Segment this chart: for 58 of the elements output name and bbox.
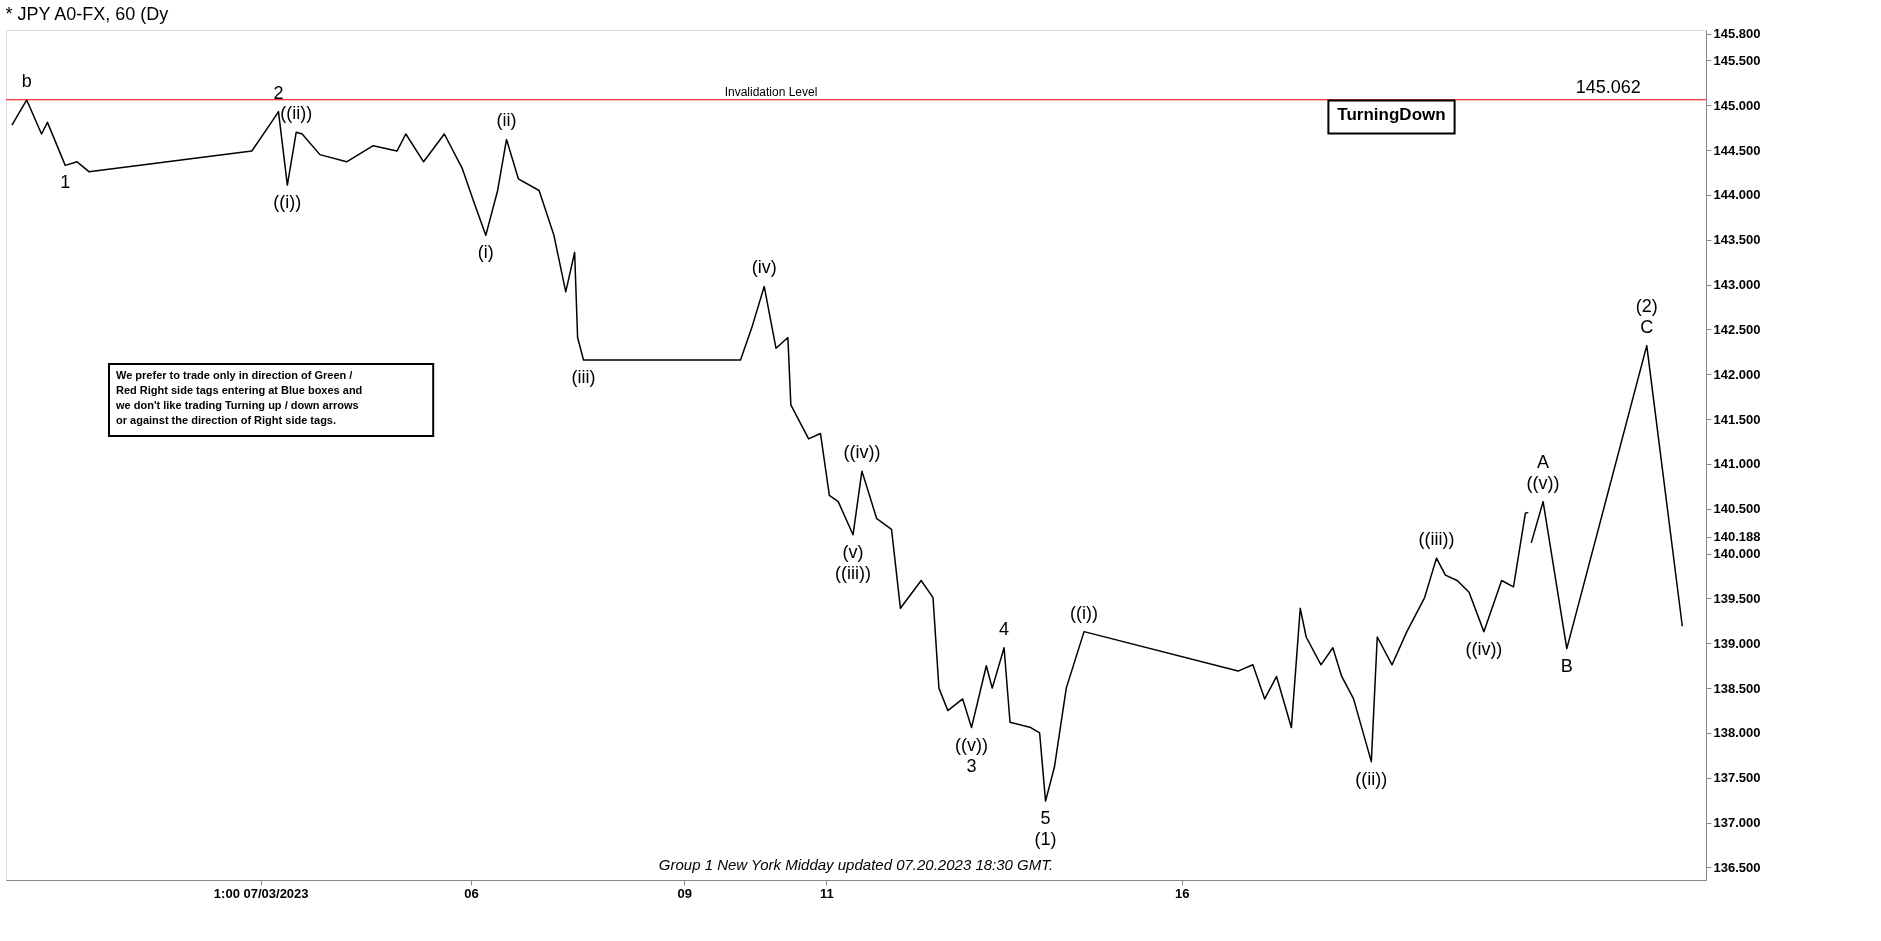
y-tick-label: 140.000 bbox=[1713, 546, 1761, 562]
y-tick-label: 143.000 bbox=[1713, 277, 1761, 293]
y-tick-label: 137.000 bbox=[1713, 815, 1761, 831]
chart-title: * JPY A0-FX, 60 (Dy bbox=[5, 3, 169, 24]
y-tick-label: 145.000 bbox=[1713, 97, 1761, 113]
annotation: ((iv)) bbox=[843, 442, 881, 463]
y-tick-label: 138.500 bbox=[1713, 680, 1761, 696]
annotation: (v) bbox=[842, 541, 864, 562]
y-tick-label: 145.800 bbox=[1713, 26, 1761, 42]
annotation: ((i)) bbox=[1070, 602, 1099, 623]
y-tick-label: 145.500 bbox=[1713, 52, 1761, 68]
annotation: 3 bbox=[966, 755, 977, 776]
y-tick-label: 142.000 bbox=[1713, 366, 1761, 382]
x-tick-label: 06 bbox=[464, 885, 479, 901]
y-tick-label: 139.500 bbox=[1713, 590, 1761, 606]
annotation: b bbox=[21, 70, 32, 91]
y-tick-label: 138.000 bbox=[1713, 725, 1761, 741]
annotation: ((ii)) bbox=[280, 103, 313, 124]
annotation: (i) bbox=[477, 242, 494, 263]
annotation: (1) bbox=[1034, 829, 1057, 850]
y-tick-label: 140.188 bbox=[1713, 529, 1761, 545]
y-tick-label: 139.000 bbox=[1713, 635, 1761, 651]
annotation: (2) bbox=[1635, 295, 1658, 316]
y-tick-label: 141.000 bbox=[1713, 456, 1761, 472]
annotation: 145.062 bbox=[1575, 76, 1641, 97]
annotation: ((i)) bbox=[273, 192, 302, 213]
annotation: B bbox=[1560, 655, 1573, 676]
annotation: ((iv)) bbox=[1465, 638, 1503, 659]
y-tick-label: 141.500 bbox=[1713, 411, 1761, 427]
y-tick-label: 136.500 bbox=[1713, 859, 1761, 875]
annotation: (ii) bbox=[496, 110, 517, 131]
annotation: Group 1 New York Midday updated 07.20.2023 18:30 GMT. bbox=[658, 856, 1054, 873]
x-tick-label: 1:00 07/03/2023 bbox=[213, 885, 309, 901]
y-tick-label: 142.500 bbox=[1713, 321, 1761, 337]
annotation: 2 bbox=[273, 82, 284, 103]
y-tick-label: 144.000 bbox=[1713, 187, 1761, 203]
y-tick-label: 144.500 bbox=[1713, 142, 1761, 158]
annotation: ((ii)) bbox=[1355, 768, 1388, 789]
annotation: We prefer to trade only in direction of Green / Red Right side tags entering at Blue boxes and we don't like trading Turning up / down arrows or against the direction of Right side tags. bbox=[115, 369, 363, 426]
annotation: 1 bbox=[60, 172, 71, 193]
y-tick-label: 140.500 bbox=[1713, 501, 1761, 517]
annotation: ((iii)) bbox=[1418, 529, 1455, 550]
x-tick-label: 09 bbox=[677, 885, 692, 901]
annotation: ((v)) bbox=[1526, 472, 1560, 493]
x-tick-label: 16 bbox=[1175, 885, 1190, 901]
y-tick-label: 143.500 bbox=[1713, 232, 1761, 248]
x-tick-label: 11 bbox=[820, 885, 834, 901]
annotation: TurningDown bbox=[1337, 104, 1446, 124]
annotation: 5 bbox=[1040, 808, 1051, 829]
annotation: (iv) bbox=[751, 257, 777, 278]
annotation: 4 bbox=[999, 618, 1010, 639]
annotation: ((iii)) bbox=[835, 562, 872, 583]
annotation: A bbox=[1537, 451, 1550, 472]
y-tick-label: 137.500 bbox=[1713, 770, 1761, 786]
annotation: ((v)) bbox=[955, 734, 988, 755]
annotation: (iii) bbox=[571, 366, 596, 387]
annotation: C bbox=[1640, 316, 1654, 337]
ref-line-label: Invalidation Level bbox=[724, 84, 818, 99]
